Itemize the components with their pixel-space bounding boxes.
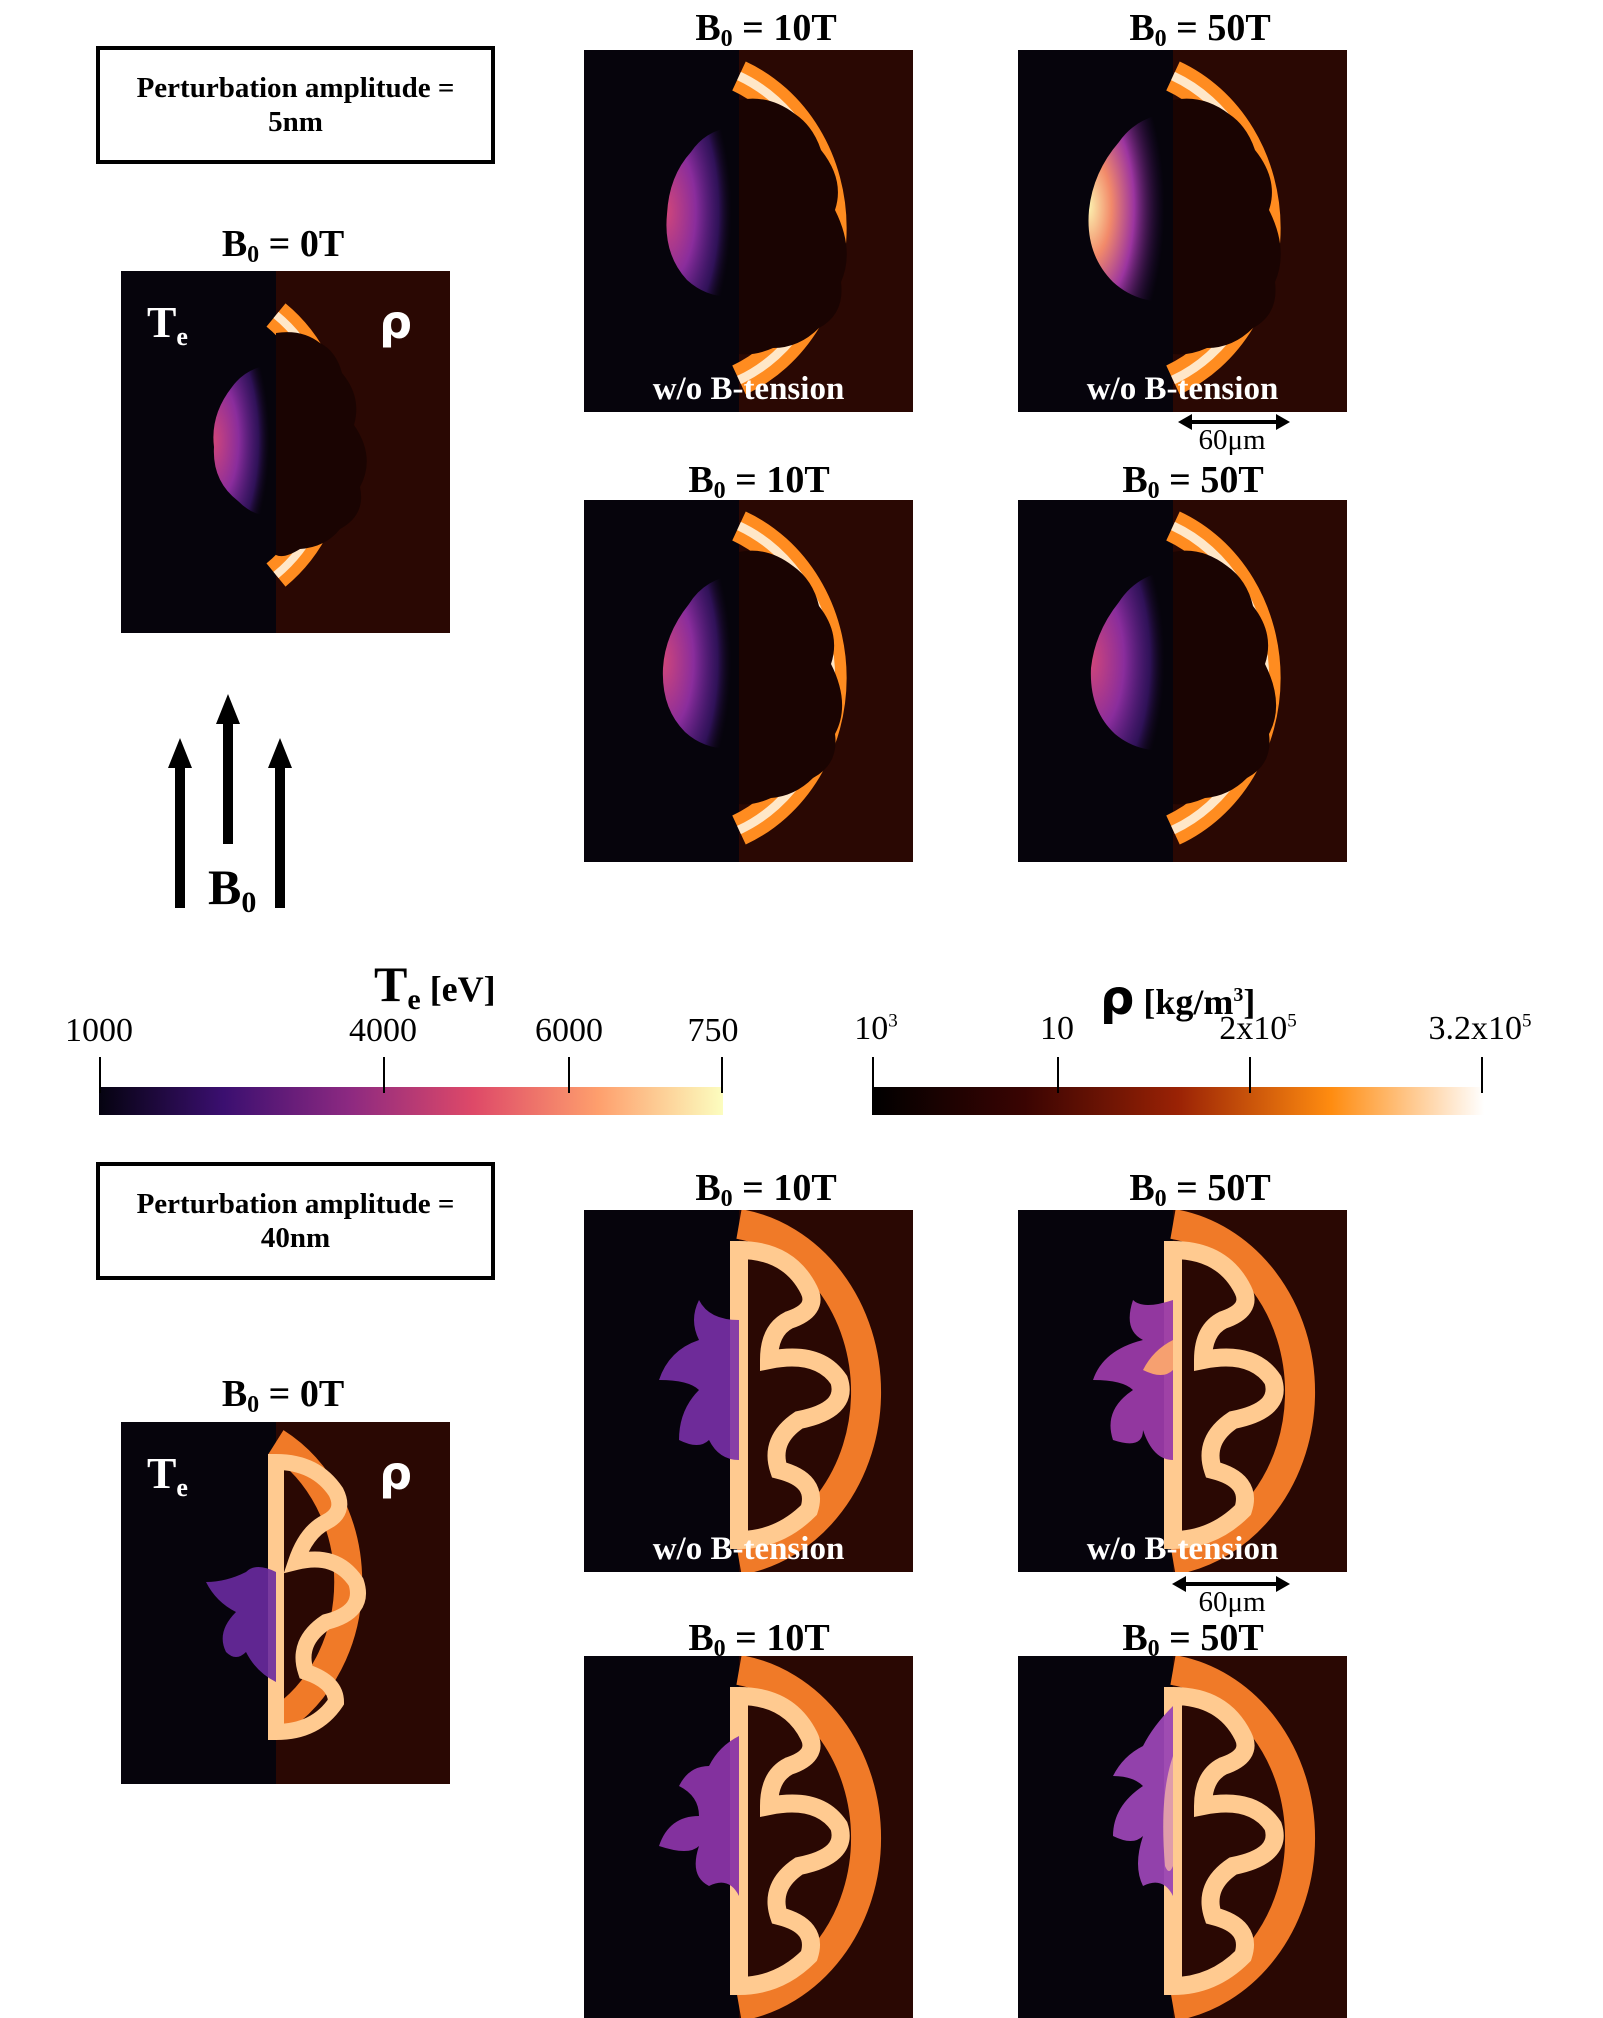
simulation-image [1018, 50, 1347, 412]
simulation-image [121, 1422, 450, 1784]
panel-title: B0 = 50T [1129, 7, 1271, 52]
simulation-panel [1018, 1656, 1347, 2018]
panel-title: B0 = 50T [1122, 1617, 1264, 1662]
panel-title: B0 = 50T [1129, 1167, 1271, 1212]
simulation-image [584, 50, 913, 412]
amplitude-label-top: Perturbation amplitude = 5nm [96, 46, 495, 164]
simulation-panel-ref: Te ρ [121, 1422, 450, 1784]
colorbar-te-tick: 6000 [535, 1012, 603, 1049]
simulation-image [584, 1210, 913, 1572]
scale-bar-arrow [1178, 412, 1290, 432]
panel-title: B0 = 10T [695, 1167, 837, 1212]
panel-title: B0 = 0T [221, 1373, 345, 1418]
colorbar-rho-tick: 2x105 [1219, 1010, 1297, 1047]
rho-label: ρ [379, 1446, 412, 1500]
simulation-panel: w/o B-tension [1018, 1210, 1347, 1572]
field-arrows [168, 694, 298, 908]
colorbar-rho-tick: 103 [854, 1010, 898, 1047]
simulation-panel [584, 500, 913, 862]
colorbar-te-title: Te [eV] [374, 956, 496, 1016]
panel-title: B0 = 10T [688, 1617, 830, 1662]
panel-title: B0 = 10T [688, 459, 830, 504]
colorbar-te-tick: 750 [687, 1012, 739, 1049]
simulation-image [1018, 1656, 1347, 2018]
colorbar-rho [872, 1057, 1484, 1115]
simulation-image [121, 271, 450, 633]
field-label: B0 [208, 859, 257, 919]
scale-bar-arrow [1172, 1574, 1290, 1594]
panel-title: B0 = 0T [221, 223, 345, 268]
simulation-panel-ref: Te ρ [121, 271, 450, 633]
scale-bar-label: 60μm [1198, 1586, 1266, 1618]
colorbar-rho-title: ρ [kg/m3] [1100, 970, 1256, 1026]
simulation-panel: w/o B-tension [1018, 50, 1347, 412]
panel-caption: w/o B-tension [652, 1531, 845, 1567]
amplitude-label-bottom: Perturbation amplitude = 40nm [96, 1162, 495, 1280]
te-label: Te [147, 1449, 188, 1502]
simulation-panel [584, 1656, 913, 2018]
rho-label: ρ [379, 295, 412, 349]
simulation-image [584, 1656, 913, 2018]
panel-caption: w/o B-tension [1086, 1531, 1279, 1567]
panel-title: B0 = 50T [1122, 459, 1264, 504]
simulation-panel: w/o B-tension [584, 50, 913, 412]
panel-caption: w/o B-tension [652, 371, 845, 407]
simulation-panel [1018, 500, 1347, 862]
colorbar-te-tick: 4000 [349, 1012, 417, 1049]
simulation-panel: w/o B-tension [584, 1210, 913, 1572]
panel-caption: w/o B-tension [1086, 371, 1279, 407]
colorbar-te-tick: 1000 [65, 1012, 133, 1049]
colorbar-rho-tick: 3.2x105 [1428, 1010, 1532, 1047]
te-label: Te [147, 298, 188, 351]
simulation-image [1018, 1210, 1347, 1572]
simulation-image [1018, 500, 1347, 862]
scale-bar-label: 60μm [1198, 424, 1266, 456]
colorbar-te [99, 1057, 723, 1115]
simulation-image [584, 500, 913, 862]
colorbar-rho-tick: 10 [1040, 1010, 1074, 1047]
panel-title: B0 = 10T [695, 7, 837, 52]
